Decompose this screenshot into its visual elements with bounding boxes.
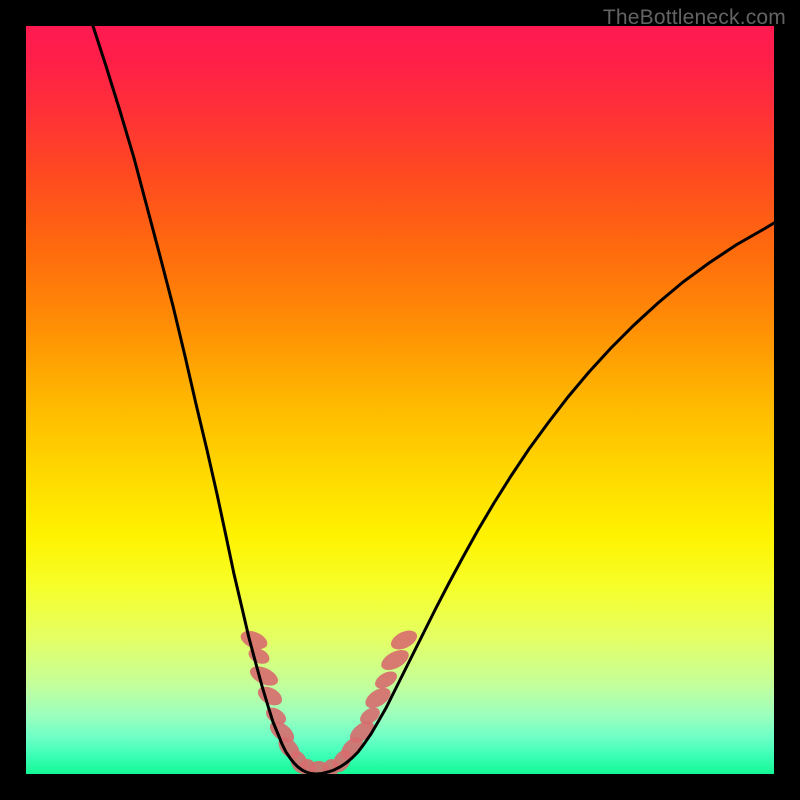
chart-curves bbox=[26, 26, 774, 774]
curve-marker bbox=[362, 684, 394, 712]
curve-left bbox=[93, 26, 316, 774]
curve-marker bbox=[378, 646, 412, 674]
watermark-text: TheBottleneck.com bbox=[603, 6, 786, 30]
curve-marker bbox=[247, 662, 281, 689]
curve-marker bbox=[255, 683, 285, 709]
plot-area bbox=[26, 26, 774, 774]
